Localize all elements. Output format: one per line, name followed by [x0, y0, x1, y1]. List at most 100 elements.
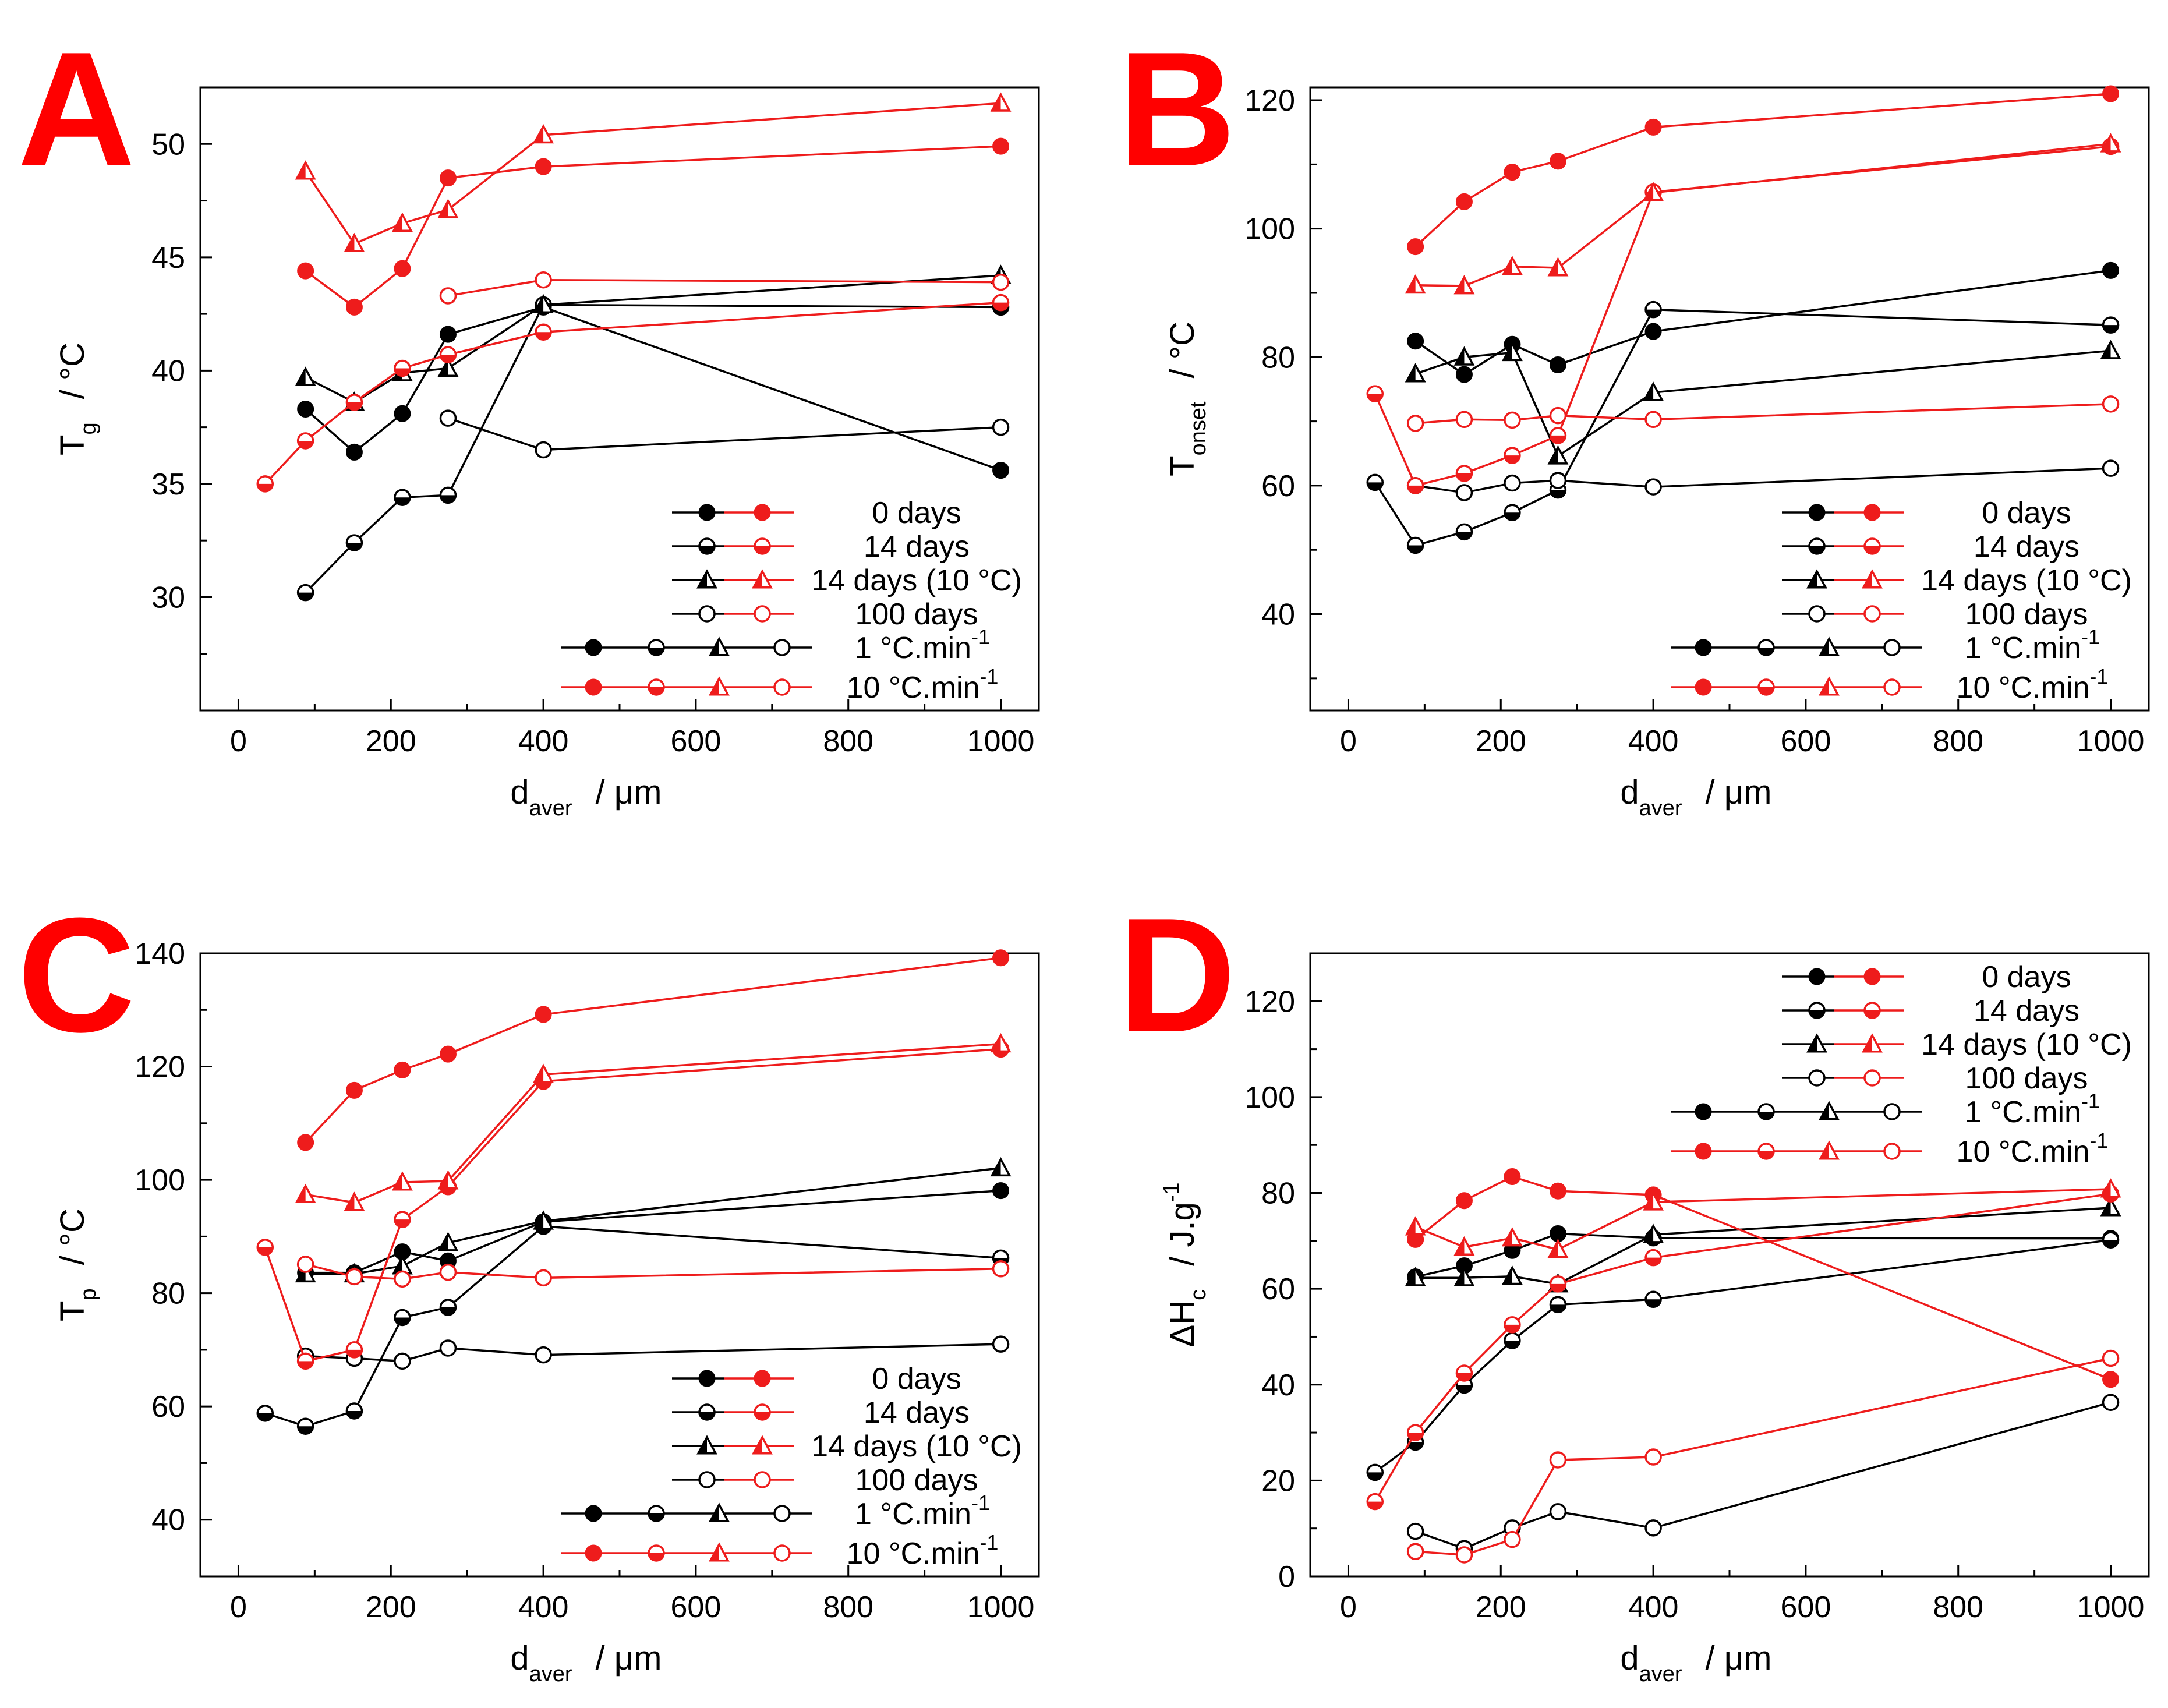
marker-legend-rate: [1757, 1143, 1775, 1160]
marker-point: [394, 489, 411, 507]
marker-point: [437, 1170, 459, 1190]
marker-point: [1455, 523, 1473, 541]
marker-point: [1547, 257, 1569, 277]
marker-point: [535, 323, 552, 341]
legend-entry: 100 days: [1782, 597, 2088, 631]
series-red-open-circle: [439, 271, 1010, 305]
series-red-filled-circle: [297, 137, 1010, 316]
marker-point: [344, 1191, 365, 1211]
marker-legend-black: [698, 504, 716, 521]
marker-legend-rate: [1757, 678, 1775, 696]
marker-point: [295, 1183, 316, 1203]
legend-label: 100 days: [1965, 1062, 2088, 1095]
series-line: [305, 303, 1001, 593]
marker-legend-red: [1863, 504, 1881, 521]
y-tick-label: 80: [151, 1277, 185, 1311]
marker-point: [533, 124, 554, 144]
series-line: [1414, 93, 2111, 247]
series-line: [1414, 269, 2111, 376]
marker-point: [1455, 1364, 1473, 1382]
marker-point: [992, 462, 1010, 479]
marker-point: [439, 326, 457, 343]
marker-point: [1504, 1530, 1521, 1548]
series-red-open-circle: [1406, 395, 2120, 432]
marker-legend-black: [696, 569, 717, 589]
marker-point: [1501, 1265, 1523, 1285]
series-line: [1414, 1188, 2111, 1251]
marker-point: [439, 287, 457, 305]
marker-point: [535, 158, 552, 175]
series-red-half-circle: [256, 293, 1010, 493]
marker-point: [1406, 1424, 1424, 1441]
y-tick-label: 100: [135, 1164, 185, 1197]
marker-point: [1504, 1168, 1521, 1186]
marker-legend-red: [1863, 1069, 1881, 1087]
y-tick-label: 30: [151, 581, 185, 614]
marker-point: [1643, 381, 1664, 401]
series-line: [447, 417, 1001, 451]
marker-point: [1504, 1316, 1521, 1334]
marker-legend-black: [1808, 968, 1826, 985]
y-tick-label: 120: [1244, 84, 1295, 118]
series-line: [1415, 349, 2111, 457]
series-red-half-circle: [1366, 1185, 2120, 1511]
marker-legend-rate: [773, 1544, 791, 1562]
series-red-half-triangle: [1405, 1178, 2121, 1258]
marker-point: [990, 92, 1012, 112]
marker-point: [1644, 1290, 1662, 1309]
legend-rate-label: 10 °C.min-1: [1957, 664, 2109, 705]
marker-point: [345, 298, 363, 316]
legend-rate-1: 1 °C.min-1: [1671, 625, 2100, 665]
y-tick-label: 50: [151, 128, 185, 161]
marker-point: [992, 293, 1010, 312]
marker-point: [394, 260, 411, 277]
legend-entry: 14 days: [1782, 994, 2079, 1028]
marker-point: [394, 1309, 411, 1327]
marker-legend-rate: [585, 678, 602, 696]
series-line: [305, 1042, 1001, 1204]
marker-point: [256, 1405, 274, 1422]
marker-legend-rate: [1695, 1143, 1712, 1160]
y-tick-label: 20: [1261, 1464, 1295, 1498]
marker-legend-rate: [1695, 678, 1712, 696]
series-line: [305, 145, 1001, 309]
marker-legend-black: [1808, 1002, 1826, 1019]
legend-label: 14 days: [864, 530, 970, 564]
legend-rate-10: 10 °C.min-1: [561, 664, 998, 705]
marker-point: [1407, 238, 1424, 256]
legend-label: 100 days: [855, 597, 978, 631]
legend-label: 14 days: [1974, 530, 2079, 564]
marker-legend-black: [1808, 1069, 1826, 1087]
marker-point: [992, 418, 1010, 436]
marker-point: [2102, 1349, 2120, 1367]
marker-point: [1405, 1267, 1426, 1286]
marker-legend-rate: [1757, 639, 1775, 656]
marker-point: [535, 271, 552, 289]
series-black-open-circle: [439, 409, 1010, 459]
marker-legend-rate: [1883, 639, 1901, 656]
marker-legend-rate: [648, 639, 665, 656]
marker-point: [2102, 1371, 2120, 1388]
marker-point: [295, 366, 316, 386]
marker-point: [1406, 536, 1424, 554]
legend-entry: 100 days: [672, 597, 978, 631]
y-tick-label: 80: [1261, 341, 1295, 374]
marker-point: [439, 1299, 457, 1316]
marker-legend-red: [1862, 569, 1883, 589]
marker-point: [1547, 1238, 1569, 1258]
marker-legend-rate: [585, 1544, 602, 1562]
marker-point: [1549, 1182, 1566, 1200]
marker-point: [1406, 1522, 1424, 1540]
marker-point: [533, 293, 554, 314]
marker-legend-red: [752, 1435, 773, 1455]
marker-point: [345, 394, 363, 411]
marker-legend-black: [696, 1435, 717, 1455]
y-axis-label: Tonset/ °C: [1163, 321, 1211, 476]
marker-point: [990, 1157, 1012, 1177]
marker-point: [1644, 1249, 1662, 1267]
marker-legend-rate: [1883, 678, 1901, 696]
marker-point: [296, 584, 314, 602]
marker-point: [1455, 1192, 1473, 1210]
